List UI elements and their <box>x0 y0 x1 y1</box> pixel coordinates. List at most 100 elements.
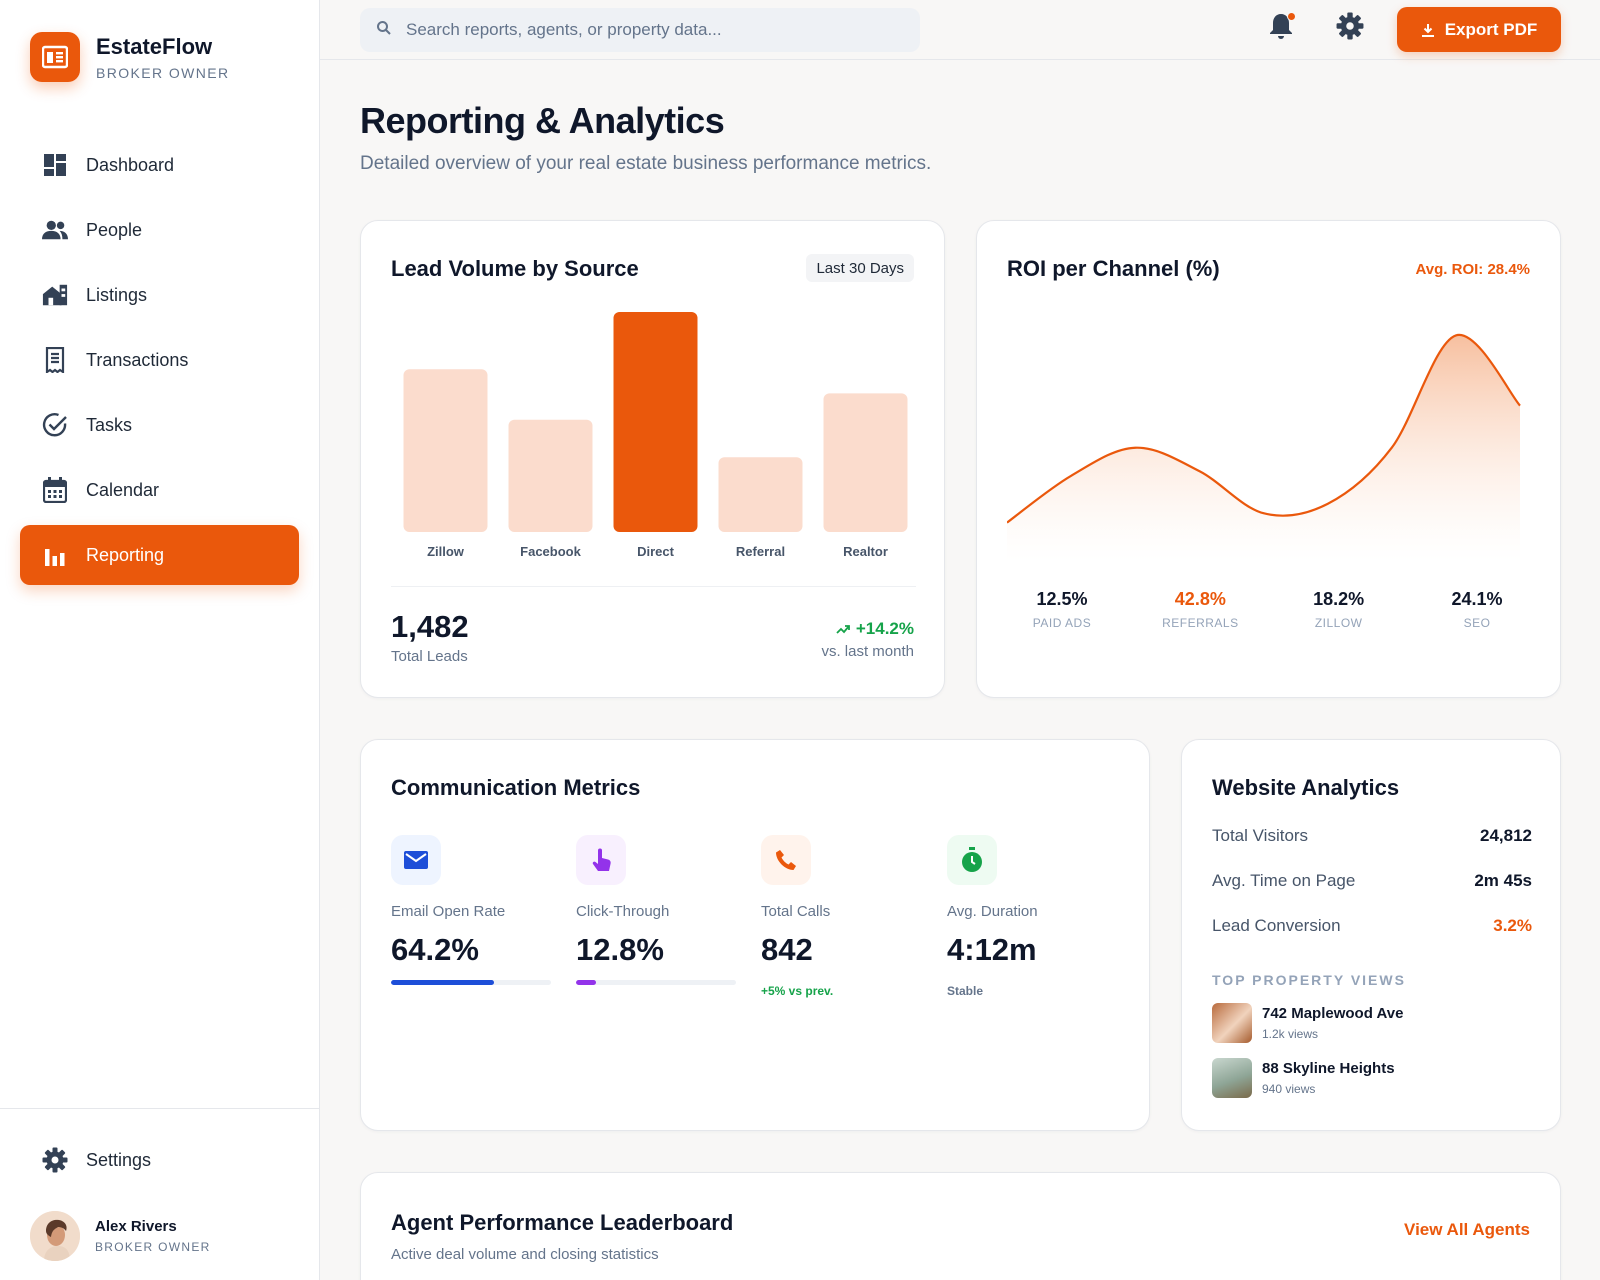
roi-stat-value: 12.5% <box>1036 589 1088 609</box>
sidebar-item-settings[interactable]: Settings <box>42 1147 151 1173</box>
receipt-icon <box>42 347 68 373</box>
settings-button[interactable] <box>1336 12 1366 42</box>
metric-note: Stable <box>947 984 984 998</box>
property-thumbnail <box>1212 1058 1252 1098</box>
total-leads-label: Total Leads <box>391 648 468 665</box>
notification-dot <box>1287 12 1296 21</box>
download-icon <box>1421 23 1434 37</box>
bar-facebook[interactable] <box>508 419 593 532</box>
roi-stat-value: 18.2% <box>1313 589 1365 609</box>
metric-value: 64.2% <box>391 932 479 967</box>
top-property-views-label: TOP PROPERTY VIEWS <box>1212 972 1406 988</box>
website-title: Website Analytics <box>1212 775 1400 800</box>
brand-logo-icon <box>30 32 80 82</box>
metric-value: 842 <box>761 932 813 967</box>
web-row-lead-conversion: Lead Conversion 3.2% <box>1212 916 1532 936</box>
metric-email-open-rate: Email Open Rate 64.2% <box>391 835 551 985</box>
roi-stat-label: SEO <box>1463 616 1491 630</box>
sidebar-item-listings[interactable]: Listings <box>20 265 299 325</box>
property-name: 742 Maplewood Ave <box>1262 1005 1404 1022</box>
bar-referral[interactable] <box>718 457 803 532</box>
metric-label: Total Calls <box>761 903 831 920</box>
progress-track <box>576 980 736 985</box>
export-pdf-button[interactable]: Export PDF <box>1397 7 1561 52</box>
bar-label: Realtor <box>843 544 888 559</box>
roi-area-chart <box>1007 334 1521 561</box>
property-item[interactable]: 88 Skyline Heights 940 views <box>1212 1058 1395 1098</box>
sidebar-item-label: Reporting <box>86 544 165 565</box>
search-bar[interactable] <box>360 8 920 52</box>
brand-role: BROKER OWNER <box>96 64 230 81</box>
web-row-avg-time: Avg. Time on Page 2m 45s <box>1212 871 1532 891</box>
bell-icon <box>1268 14 1294 44</box>
property-item[interactable]: 742 Maplewood Ave 1.2k views <box>1212 1003 1403 1043</box>
roi-stat-value: 42.8% <box>1174 589 1226 609</box>
user-profile[interactable]: Alex Rivers BROKER OWNER <box>30 1211 211 1261</box>
property-name: 88 Skyline Heights <box>1262 1060 1395 1077</box>
lead-change-value: +14.2% <box>855 619 914 638</box>
metric-value: 4:12m <box>947 932 1037 967</box>
lead-change: +14.2% <box>836 619 914 639</box>
sidebar-item-label: Dashboard <box>86 154 175 175</box>
notifications-button[interactable] <box>1268 12 1298 42</box>
web-row-value: 3.2% <box>1493 916 1532 935</box>
avatar <box>30 1211 80 1261</box>
web-row-value: 2m 45s <box>1474 871 1532 890</box>
topbar: Export PDF <box>320 0 1600 60</box>
roi-stat-referrals: 42.8% REFERRALS <box>1145 589 1255 630</box>
date-range-chip[interactable]: Last 30 Days <box>806 254 914 282</box>
sidebar-item-people[interactable]: People <box>20 200 299 260</box>
divider <box>391 586 916 587</box>
roi-stat-zillow: 18.2% ZILLOW <box>1284 589 1394 630</box>
bar-direct[interactable] <box>613 312 698 532</box>
roi-stat-paid-ads: 12.5% PAID ADS <box>1007 589 1117 630</box>
web-row-value: 24,812 <box>1480 826 1532 845</box>
roi-stat-seo: 24.1% SEO <box>1422 589 1532 630</box>
search-input[interactable] <box>406 20 906 40</box>
brand-name: EstateFlow <box>96 33 213 59</box>
sidebar-item-transactions[interactable]: Transactions <box>20 330 299 390</box>
roi-stat-label: ZILLOW <box>1314 616 1363 630</box>
lead-volume-bar-chart: Zillow Facebook Direct Referral Realtor <box>403 312 908 559</box>
stopwatch-icon <box>947 835 997 885</box>
gear-icon <box>42 1147 68 1173</box>
metric-avg-duration: Avg. Duration 4:12m Stable <box>947 835 1107 998</box>
pointer-icon <box>576 835 626 885</box>
metric-label: Email Open Rate <box>391 903 506 920</box>
roi-area-fill <box>1007 334 1520 561</box>
sidebar-item-dashboard[interactable]: Dashboard <box>20 135 299 195</box>
mail-icon <box>391 835 441 885</box>
bar-label: Facebook <box>520 544 581 559</box>
web-row-label: Total Visitors <box>1212 826 1309 845</box>
export-label: Export PDF <box>1444 19 1538 39</box>
sidebar-item-label: Tasks <box>86 414 133 435</box>
roi-stats: 12.5% PAID ADS 42.8% REFERRALS 18.2% ZIL… <box>1007 589 1532 630</box>
bar-zillow[interactable] <box>403 369 488 532</box>
roi-stat-label: REFERRALS <box>1162 616 1239 630</box>
view-all-agents-link[interactable]: View All Agents <box>1404 1220 1530 1239</box>
bar-realtor[interactable] <box>823 393 908 532</box>
sidebar-item-label: People <box>86 219 143 240</box>
metric-value: 12.8% <box>576 932 664 967</box>
bar-label: Referral <box>736 544 785 559</box>
progress-fill <box>576 980 597 985</box>
property-views: 1.2k views <box>1262 1027 1319 1041</box>
sidebar-nav: Dashboard People Listings Transactions T… <box>20 135 299 590</box>
roi-stat-value: 24.1% <box>1451 589 1503 609</box>
lead-volume-title: Lead Volume by Source <box>391 256 639 281</box>
sidebar-item-tasks[interactable]: Tasks <box>20 395 299 455</box>
people-icon <box>42 217 68 243</box>
metric-total-calls: Total Calls 842 +5% vs prev. <box>761 835 921 998</box>
property-thumbnail <box>1212 1003 1252 1043</box>
calendar-icon <box>42 477 68 503</box>
page-title: Reporting & Analytics <box>360 100 725 141</box>
sidebar-item-calendar[interactable]: Calendar <box>20 460 299 520</box>
web-row-label: Avg. Time on Page <box>1212 871 1356 890</box>
phone-icon <box>761 835 811 885</box>
sidebar-item-reporting[interactable]: Reporting <box>20 525 299 585</box>
roi-stat-label: PAID ADS <box>1032 616 1092 630</box>
website-analytics-card: Website Analytics Total Visitors 24,812 … <box>1181 739 1561 1131</box>
dashboard-icon <box>42 152 68 178</box>
web-row-label: Lead Conversion <box>1212 916 1341 935</box>
sidebar: EstateFlow BROKER OWNER Dashboard People… <box>0 0 320 1280</box>
